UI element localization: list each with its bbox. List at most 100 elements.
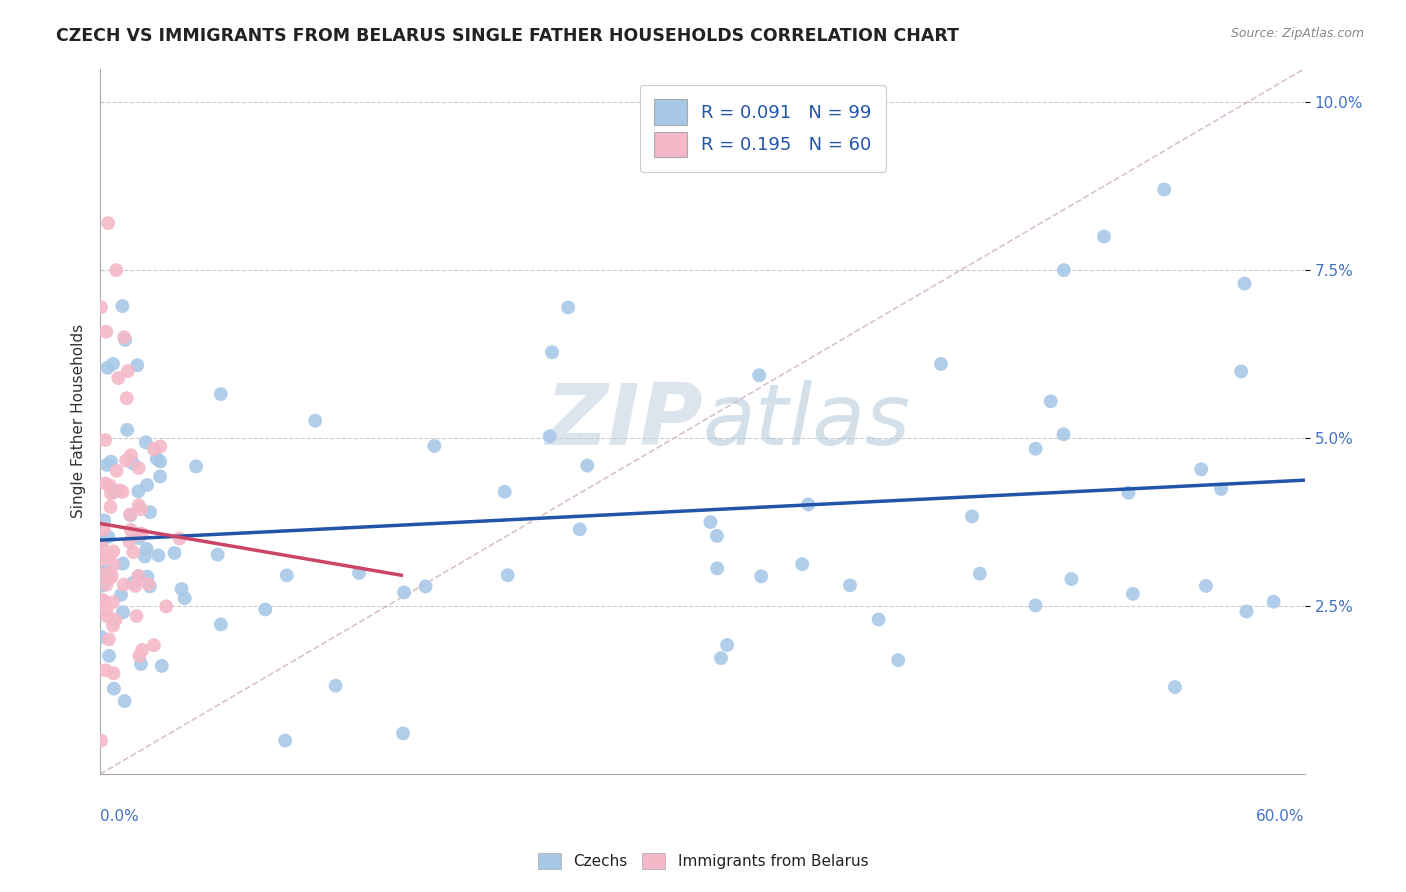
Point [105,263,128,277]
Point [134,549,156,564]
Point [115,391,138,405]
Text: atlas: atlas [703,380,911,463]
Point [415,579,437,593]
Point [792,558,814,572]
Point [91,593,114,607]
Point [90,534,112,549]
Point [150,659,173,673]
Point [94,566,117,581]
Point [149,469,172,483]
Point [90,733,112,747]
Point [1122,587,1144,601]
Point [184,459,207,474]
Point [101,595,124,609]
Point [138,577,160,591]
Point [111,484,134,499]
Text: Source: ZipAtlas.com: Source: ZipAtlas.com [1230,27,1364,40]
Point [100,500,122,514]
Point [392,585,415,599]
Text: 0.0%: 0.0% [100,809,139,824]
Point [112,330,135,344]
Point [124,579,146,593]
Point [748,368,770,383]
Point [117,364,139,378]
Point [112,577,135,591]
Point [96,458,118,472]
Point [706,561,728,575]
Point [101,619,124,633]
Point [139,505,162,519]
Point [749,569,772,583]
Point [129,657,152,671]
Point [494,484,516,499]
Point [94,663,117,677]
Point [423,439,446,453]
Point [98,550,121,565]
Y-axis label: Single Father Households: Single Father Households [72,325,86,518]
Point [105,464,128,478]
Point [538,429,561,443]
Point [120,448,142,462]
Point [1060,572,1083,586]
Point [115,423,138,437]
Point [149,440,172,454]
Point [101,357,124,371]
Point [96,325,118,339]
Point [103,666,125,681]
Point [128,527,150,541]
Point [96,564,118,578]
Point [1230,364,1253,378]
Point [120,523,142,537]
Point [111,299,134,313]
Point [163,546,186,560]
Point [114,333,136,347]
Point [96,578,118,592]
Point [115,453,138,467]
Point [125,609,148,624]
Point [209,617,232,632]
Point [699,515,721,529]
Point [100,571,122,585]
Point [127,569,149,583]
Point [1118,485,1140,500]
Point [135,541,157,556]
Point [929,357,952,371]
Point [97,632,120,647]
Point [173,591,195,606]
Point [90,568,112,582]
Point [121,456,143,470]
Point [1052,427,1074,442]
Point [325,679,347,693]
Text: CZECH VS IMMIGRANTS FROM BELARUS SINGLE FATHER HOUSEHOLDS CORRELATION CHART: CZECH VS IMMIGRANTS FROM BELARUS SINGLE … [56,27,959,45]
Point [128,648,150,663]
Point [103,484,125,499]
Point [274,733,297,747]
Point [93,522,115,536]
Point [145,451,167,466]
Point [96,603,118,617]
Point [568,522,591,536]
Point [839,578,862,592]
Point [706,529,728,543]
Point [576,458,599,473]
Point [142,442,165,456]
Point [716,638,738,652]
Point [111,557,134,571]
Point [100,455,122,469]
Point [136,569,159,583]
Point [868,613,890,627]
Legend: R = 0.091   N = 99, R = 0.195   N = 60: R = 0.091 N = 99, R = 0.195 N = 60 [640,85,886,172]
Point [541,345,564,359]
Text: 60.0%: 60.0% [1257,809,1305,824]
Point [91,578,114,592]
Point [108,483,131,498]
Point [127,484,149,499]
Point [887,653,910,667]
Point [103,558,125,572]
Point [100,568,122,582]
Point [1236,605,1258,619]
Point [120,508,142,523]
Point [557,301,579,315]
Point [90,630,112,644]
Point [103,544,125,558]
